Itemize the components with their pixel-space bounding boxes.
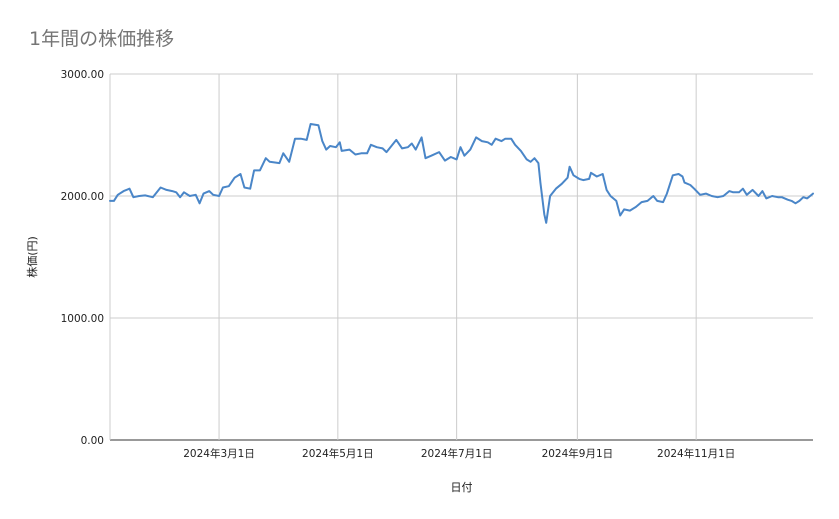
y-axis-title: 株価(円) <box>25 236 39 278</box>
x-axis-ticks: 2024年3月1日 2024年5月1日 2024年7月1日 2024年9月1日 2024… <box>183 447 735 460</box>
series-line <box>109 123 814 224</box>
x-tick-label: 2024年5月1日 <box>302 447 374 460</box>
x-axis-title: 日付 <box>451 481 473 494</box>
y-tick-label: 2000.00 <box>61 191 104 203</box>
x-tick-label: 2024年7月1日 <box>421 447 493 460</box>
y-axis-ticks: 0.00 1000.00 2000.00 3000.00 <box>61 69 104 447</box>
y-tick-label: 1000.00 <box>61 313 104 325</box>
x-tick-label: 2024年11月1日 <box>657 447 735 460</box>
y-tick-label: 0.00 <box>81 435 104 447</box>
gridlines <box>109 73 813 441</box>
chart-title: 1年間の株価推移 <box>29 28 175 50</box>
x-tick-label: 2024年3月1日 <box>183 447 255 460</box>
y-tick-label: 3000.00 <box>61 69 104 81</box>
series-layer <box>109 123 814 224</box>
x-tick-label: 2024年9月1日 <box>542 447 614 460</box>
